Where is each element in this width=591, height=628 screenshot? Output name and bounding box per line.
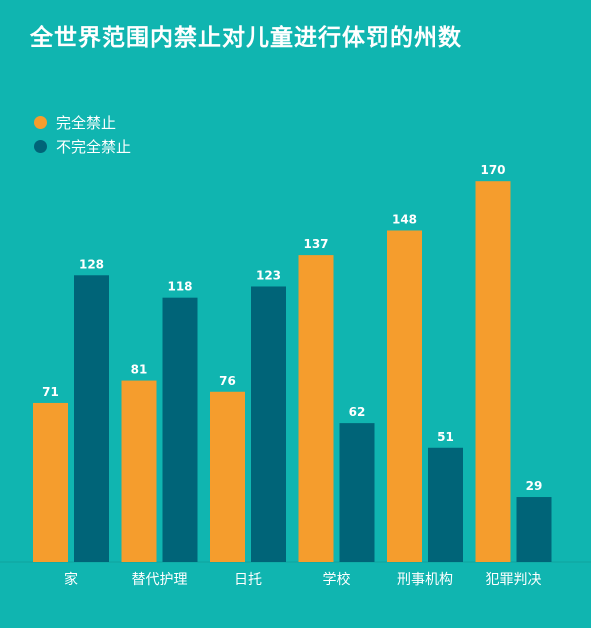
category-label-5: 犯罪判决 bbox=[486, 572, 542, 588]
chart-title: 全世界范围内禁止对儿童进行体罚的州数 bbox=[30, 25, 462, 51]
bar-partial-1 bbox=[162, 297, 198, 562]
legend: 完全禁止 不完全禁止 bbox=[34, 110, 131, 158]
bar-partial-3 bbox=[339, 423, 375, 562]
legend-item-full: 完全禁止 bbox=[34, 110, 131, 134]
bar-full-5 bbox=[475, 181, 511, 562]
data-label-full-1: 81 bbox=[131, 363, 148, 377]
category-label-2: 日托 bbox=[234, 572, 262, 588]
data-label-partial-2: 123 bbox=[256, 268, 281, 282]
data-label-partial-4: 51 bbox=[437, 430, 454, 444]
data-label-partial-5: 29 bbox=[526, 479, 543, 493]
legend-swatch-partial bbox=[34, 139, 47, 153]
data-label-full-2: 76 bbox=[219, 374, 236, 388]
legend-item-partial: 不完全禁止 bbox=[34, 134, 131, 158]
bar-partial-4 bbox=[428, 447, 463, 562]
category-label-1: 替代护理 bbox=[132, 572, 188, 588]
data-label-partial-3: 62 bbox=[349, 405, 366, 419]
bar-full-2 bbox=[210, 391, 245, 562]
data-label-full-0: 71 bbox=[42, 385, 59, 399]
bar-full-4 bbox=[387, 230, 422, 563]
legend-label-full: 完全禁止 bbox=[56, 113, 117, 132]
data-label-full-4: 148 bbox=[392, 212, 417, 226]
bar-full-1 bbox=[121, 380, 157, 562]
bar-full-3 bbox=[298, 255, 334, 562]
category-label-4: 刑事机构 bbox=[397, 572, 453, 588]
data-label-full-3: 137 bbox=[303, 237, 328, 251]
legend-swatch-full bbox=[34, 115, 47, 129]
bar-partial-5 bbox=[516, 497, 552, 562]
data-label-full-5: 170 bbox=[480, 163, 505, 177]
bar-partial-0 bbox=[74, 275, 109, 562]
data-label-partial-0: 128 bbox=[79, 257, 104, 271]
bar-full-0 bbox=[33, 402, 68, 562]
data-label-partial-1: 118 bbox=[167, 280, 192, 294]
category-label-0: 家 bbox=[64, 571, 78, 588]
bar-partial-2 bbox=[251, 286, 286, 562]
category-label-3: 学校 bbox=[323, 571, 351, 588]
legend-label-partial: 不完全禁止 bbox=[56, 137, 132, 156]
